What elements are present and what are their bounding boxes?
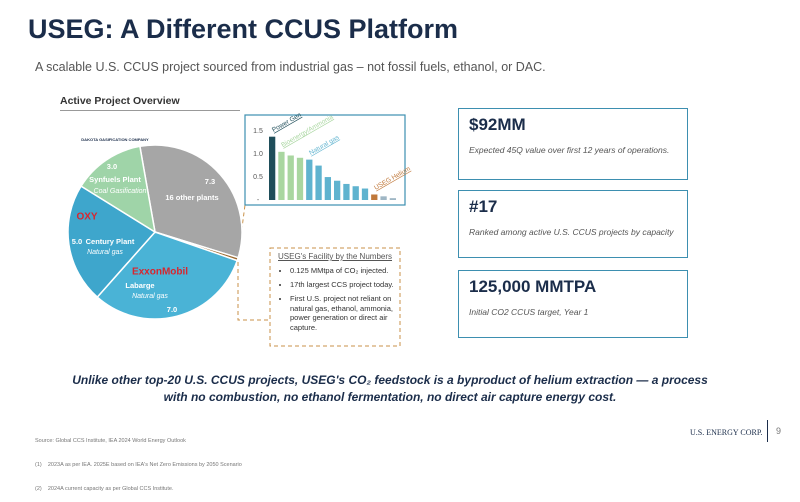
slice-sublabel: Natural gas xyxy=(132,293,168,300)
bar xyxy=(278,151,285,200)
logo: U.S. ENERGY CORP. xyxy=(690,428,763,437)
stat-text: Initial CO2 CCUS target, Year 1 xyxy=(469,307,589,317)
bullet: 17th largest CCS project today. xyxy=(290,280,396,290)
value-label: 7.0 xyxy=(167,305,177,314)
chart: 16 other plants 7.3 Labarge 7.0 Natural gas E… xyxy=(67,111,412,347)
title: USEG: A Different CCUS Platform xyxy=(28,14,459,44)
source: Source: Global CCS Institute, IEA 2024 W… xyxy=(35,437,186,444)
y-tick-label: 1.5 xyxy=(253,128,263,135)
connector xyxy=(237,204,270,321)
pie-slice xyxy=(139,144,243,259)
stat-card: 125,000 MMTPA Initial CO2 CCUS target, Y… xyxy=(458,270,688,338)
stat-value: #17 xyxy=(469,197,498,216)
pie-slice xyxy=(96,231,239,320)
source: (1) 2023A as per IEA. 2025E based on IEA… xyxy=(35,461,242,468)
y-tick-label: - xyxy=(257,197,260,204)
page: {"header": {"title": "USEG: A Different … xyxy=(0,0,800,455)
bar xyxy=(389,198,396,200)
bar xyxy=(380,196,387,200)
slice-label: Synfuels Plant xyxy=(89,175,141,184)
logo: OXY xyxy=(76,212,97,223)
facility: USEG's Facility by the Numbers 0.125 MMt… xyxy=(278,252,396,337)
facility-list: 0.125 MMtpa of CO₂ injected. 17th larges… xyxy=(278,266,396,333)
bar xyxy=(352,186,359,200)
bar xyxy=(296,157,304,200)
bar xyxy=(371,194,378,200)
bullet: First U.S. project not reliant on natura… xyxy=(290,294,396,333)
bar xyxy=(361,188,369,200)
bar xyxy=(324,177,331,200)
y-tick-label: 1.0 xyxy=(253,151,263,158)
facility-frame xyxy=(269,247,401,347)
source: (2) 2024A current capacity as per Global… xyxy=(35,485,174,492)
slice-sublabel: Natural gas xyxy=(87,249,123,256)
logo: ExxonMobil xyxy=(132,267,188,278)
divider xyxy=(767,420,768,442)
pie-slice xyxy=(80,145,157,234)
value-label: 5.0 xyxy=(72,237,82,246)
sources: Source: Global CCS Institute, IEA 2024 W… xyxy=(35,422,242,502)
statement: Unlike other top-20 U.S. CCUS projects, … xyxy=(72,373,708,404)
page-number: 9 xyxy=(776,426,782,436)
value-label: 7.3 xyxy=(205,177,215,186)
bar xyxy=(269,136,276,200)
subtitle: A scalable U.S. CCUS project sourced fro… xyxy=(35,60,546,74)
value-label: 3.0 xyxy=(107,162,117,171)
bar xyxy=(334,180,341,200)
bar xyxy=(315,165,322,200)
stat-text: Ranked among active U.S. CCUS projects b… xyxy=(469,227,674,237)
bullet: 0.125 MMtpa of CO₂ injected. xyxy=(290,266,396,276)
bar xyxy=(306,159,313,200)
bar xyxy=(343,183,350,200)
stat-card: $92MM Expected 45Q value over first 12 y… xyxy=(458,108,688,180)
stat-text: Expected 45Q value over first 12 years o… xyxy=(469,145,670,155)
slice-sublabel: Coal Gasification xyxy=(94,188,147,195)
y-tick-label: 0.5 xyxy=(253,174,263,181)
logo: DAKOTA GASIFICATION COMPANY xyxy=(81,137,149,142)
slice-label: 16 other plants xyxy=(165,193,218,202)
pie-slice xyxy=(67,185,157,299)
stat-value: 125,000 MMTPA xyxy=(469,277,597,296)
section-title: Active Project Overview xyxy=(60,95,180,107)
stat-value: $92MM xyxy=(469,115,526,134)
slice-label: Century Plant xyxy=(86,237,135,246)
facility-title: USEG's Facility by the Numbers xyxy=(278,252,393,261)
slice-label: Labarge xyxy=(125,281,154,290)
bar xyxy=(287,155,294,200)
stat-card: #17 Ranked among active U.S. CCUS projec… xyxy=(458,190,688,258)
divider xyxy=(60,110,240,111)
